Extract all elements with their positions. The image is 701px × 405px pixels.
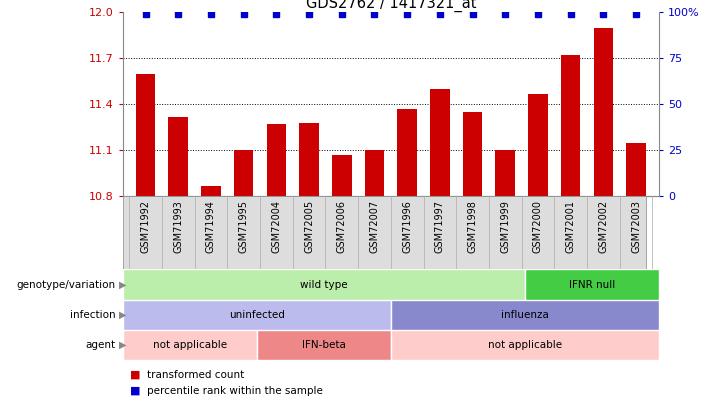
Text: GSM72002: GSM72002: [599, 200, 608, 253]
Bar: [365, 150, 384, 196]
Text: transformed count: transformed count: [147, 370, 245, 379]
Bar: [123, 330, 257, 360]
Bar: [391, 330, 659, 360]
Bar: [594, 28, 613, 196]
Bar: [463, 112, 482, 196]
Bar: [234, 150, 254, 196]
Bar: [525, 269, 659, 300]
Bar: [136, 74, 156, 196]
Bar: [430, 89, 449, 196]
Text: GSM72000: GSM72000: [533, 200, 543, 253]
Bar: [561, 55, 580, 196]
Bar: [332, 155, 352, 196]
Text: IFNR null: IFNR null: [569, 279, 615, 290]
Text: GSM72006: GSM72006: [336, 200, 347, 253]
Title: GDS2762 / 1417321_at: GDS2762 / 1417321_at: [306, 0, 476, 12]
Bar: [201, 185, 221, 196]
Bar: [123, 300, 391, 330]
Text: ▶: ▶: [119, 279, 127, 290]
Text: GSM71994: GSM71994: [206, 200, 216, 253]
Bar: [123, 269, 525, 300]
Text: GSM71993: GSM71993: [173, 200, 183, 253]
Bar: [299, 123, 319, 196]
Text: GSM71997: GSM71997: [435, 200, 445, 253]
Bar: [257, 330, 391, 360]
Text: GSM71996: GSM71996: [402, 200, 412, 253]
Text: uninfected: uninfected: [229, 310, 285, 320]
Text: wild type: wild type: [300, 279, 348, 290]
Text: IFN-beta: IFN-beta: [302, 340, 346, 350]
Text: GSM72001: GSM72001: [566, 200, 576, 253]
Text: influenza: influenza: [501, 310, 549, 320]
Bar: [391, 300, 659, 330]
Text: GSM71992: GSM71992: [141, 200, 151, 253]
Text: GSM71995: GSM71995: [238, 200, 249, 253]
Text: infection: infection: [70, 310, 116, 320]
Text: ▶: ▶: [119, 310, 127, 320]
Text: agent: agent: [86, 340, 116, 350]
Text: ■: ■: [130, 370, 140, 379]
Bar: [397, 109, 417, 196]
Text: GSM71999: GSM71999: [501, 200, 510, 253]
Bar: [528, 94, 547, 196]
Text: percentile rank within the sample: percentile rank within the sample: [147, 386, 323, 396]
Text: GSM72004: GSM72004: [271, 200, 281, 253]
Text: ▶: ▶: [119, 340, 127, 350]
Bar: [266, 124, 286, 196]
Text: GSM72007: GSM72007: [369, 200, 379, 253]
Text: not applicable: not applicable: [153, 340, 226, 350]
Text: ■: ■: [130, 386, 140, 396]
Text: GSM72003: GSM72003: [631, 200, 641, 253]
Text: not applicable: not applicable: [488, 340, 562, 350]
Bar: [496, 150, 515, 196]
Text: GSM72005: GSM72005: [304, 200, 314, 253]
Text: genotype/variation: genotype/variation: [17, 279, 116, 290]
Text: GSM71998: GSM71998: [468, 200, 477, 253]
Bar: [168, 117, 188, 196]
Bar: [626, 143, 646, 196]
